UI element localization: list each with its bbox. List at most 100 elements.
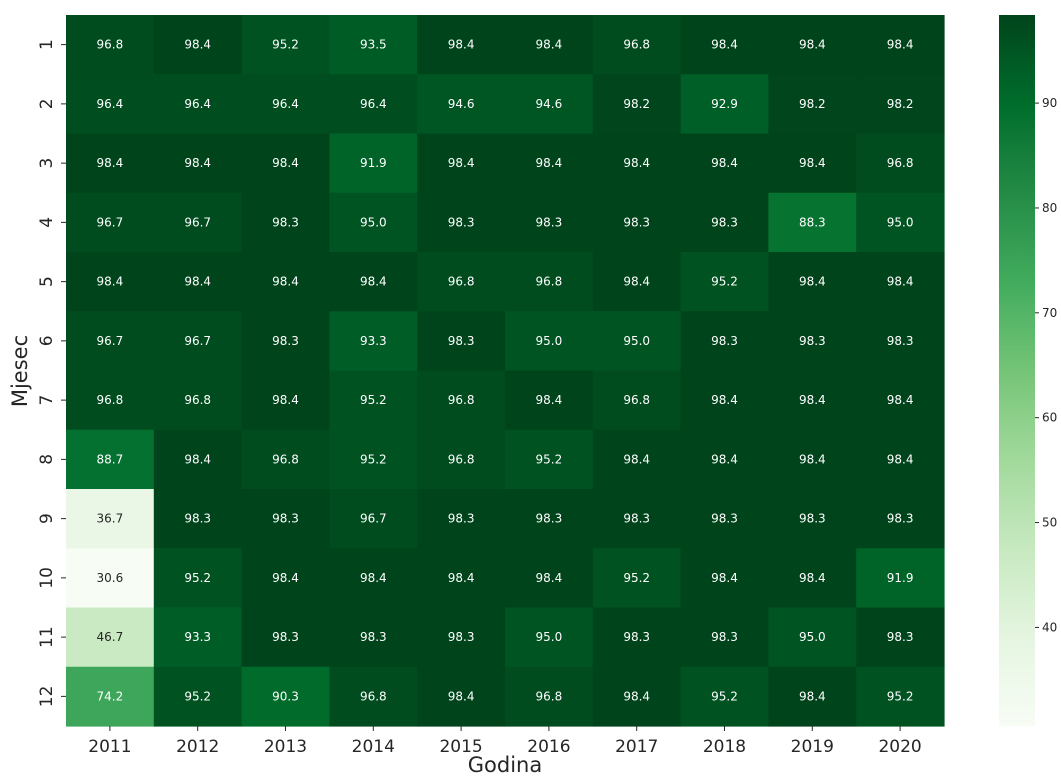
heatmap-cell — [153, 74, 243, 135]
heatmap-cell-label: 95.0 — [360, 215, 387, 229]
heatmap-cell — [153, 192, 243, 253]
heatmap-cell-label: 98.3 — [887, 630, 914, 644]
y-axis-label: Mjesec — [8, 335, 32, 407]
heatmap-cell-label: 98.3 — [184, 512, 211, 526]
heatmap-cell-label: 96.4 — [184, 97, 211, 111]
heatmap-cell — [417, 133, 506, 194]
heatmap-cell — [505, 489, 594, 549]
heatmap-cell-label: 30.6 — [97, 571, 124, 585]
heatmap-cell-label: 95.2 — [184, 689, 211, 703]
heatmap-cell-label: 98.4 — [536, 156, 563, 170]
heatmap-cell-label: 96.8 — [448, 275, 475, 289]
heatmap-cell-label: 98.4 — [360, 571, 387, 585]
heatmap-cell-labels: 96.8 98.4 95.2 93.5 98.4 98.4 96.8 98.4 98.4 98.4… — [97, 38, 914, 704]
heatmap-cell-label: 93.5 — [360, 38, 387, 52]
heatmap-cell — [856, 133, 945, 194]
x-tick-label: 2012 — [176, 737, 219, 757]
heatmap-cell — [329, 370, 418, 431]
heatmap-cell — [417, 15, 506, 75]
x-axis-label: Godina — [468, 753, 542, 777]
heatmap-cell-label: 98.3 — [799, 512, 826, 526]
heatmap-cell-label: 98.4 — [536, 38, 563, 52]
heatmap-cell — [153, 429, 243, 490]
heatmap-cell-label: 96.8 — [184, 393, 211, 407]
heatmap-cell — [153, 133, 243, 194]
heatmap-cell-label: 95.0 — [536, 630, 563, 644]
heatmap-cell-label: 98.2 — [623, 97, 650, 111]
heatmap-cell-label: 98.4 — [184, 452, 211, 466]
heatmap-cell-label: 98.3 — [887, 334, 914, 348]
heatmap-cell-label: 96.8 — [272, 452, 299, 466]
heatmap-cell-label: 98.4 — [272, 393, 299, 407]
heatmap-cell — [66, 548, 155, 609]
heatmap-cell-label: 98.4 — [536, 571, 563, 585]
heatmap-cell — [856, 370, 945, 431]
heatmap-cell — [417, 666, 506, 727]
heatmap-cell — [680, 74, 769, 135]
heatmap-cell-label: 93.3 — [184, 630, 211, 644]
heatmap-cell-label: 98.3 — [536, 215, 563, 229]
heatmap-cell — [768, 192, 857, 253]
heatmap-cell-label: 96.8 — [887, 156, 914, 170]
heatmap-cell-label: 98.4 — [887, 393, 914, 407]
heatmap-cell — [768, 429, 857, 490]
heatmap-cell — [856, 489, 945, 549]
heatmap-cell — [768, 607, 857, 668]
heatmap-cell — [153, 311, 243, 372]
heatmap-cell — [329, 489, 418, 549]
heatmap-cell-label: 88.7 — [97, 452, 124, 466]
y-tick-label: 5 — [37, 276, 57, 287]
heatmap-cell-label: 98.4 — [184, 156, 211, 170]
heatmap-cell — [592, 133, 682, 194]
heatmap-cell-label: 95.0 — [623, 334, 650, 348]
heatmap-cell — [329, 15, 418, 75]
heatmap-cell-label: 95.2 — [623, 571, 650, 585]
heatmap-cell-label: 95.2 — [184, 571, 211, 585]
heatmap-cell — [241, 489, 330, 549]
heatmap-cell-label: 98.3 — [887, 512, 914, 526]
heatmap-cell — [329, 133, 418, 194]
heatmap-cell — [680, 311, 769, 372]
heatmap-cell-label: 96.8 — [97, 38, 124, 52]
heatmap-cell-label: 96.7 — [184, 215, 211, 229]
heatmap-cell — [768, 666, 857, 727]
heatmap-cell — [856, 192, 945, 253]
heatmap-cell-label: 98.3 — [448, 215, 475, 229]
heatmap-cell-label: 74.2 — [97, 689, 124, 703]
heatmap-cell-label: 98.3 — [623, 512, 650, 526]
heatmap-cell — [66, 74, 155, 135]
heatmap-cell-label: 98.4 — [711, 452, 738, 466]
y-tick-label: 1 — [37, 39, 57, 50]
heatmap-cell-label: 98.4 — [272, 275, 299, 289]
y-tick-label: 6 — [37, 335, 57, 346]
heatmap-cell — [856, 429, 945, 490]
y-tick-label: 3 — [37, 158, 57, 169]
heatmap-cell — [505, 370, 594, 431]
heatmap-cell-label: 96.7 — [184, 334, 211, 348]
heatmap-cell-label: 91.9 — [887, 571, 914, 585]
heatmap-cell-label: 98.3 — [360, 630, 387, 644]
heatmap-cell — [153, 370, 243, 431]
heatmap-cell — [241, 607, 330, 668]
y-tick-label: 12 — [37, 686, 57, 708]
heatmap-cell-label: 96.8 — [623, 38, 650, 52]
x-tick-label: 2011 — [88, 737, 131, 757]
heatmap-cell — [856, 15, 945, 75]
colorbar-tick-label: 90 — [1042, 96, 1057, 110]
x-tick-label: 2016 — [527, 737, 570, 757]
heatmap-cell-label: 98.4 — [536, 393, 563, 407]
heatmap-cell-label: 98.3 — [448, 334, 475, 348]
heatmap-cell — [329, 666, 418, 727]
x-tick-label: 2019 — [791, 737, 834, 757]
heatmap-cell-label: 98.4 — [887, 275, 914, 289]
heatmap-cell — [680, 192, 769, 253]
heatmap-cell — [592, 74, 682, 135]
heatmap-cell-label: 96.7 — [97, 215, 124, 229]
heatmap-cell — [505, 15, 594, 75]
heatmap-cell — [417, 489, 506, 549]
heatmap-cell — [329, 311, 418, 372]
heatmap-cell-label: 93.3 — [360, 334, 387, 348]
heatmap-cell-label: 95.2 — [711, 689, 738, 703]
